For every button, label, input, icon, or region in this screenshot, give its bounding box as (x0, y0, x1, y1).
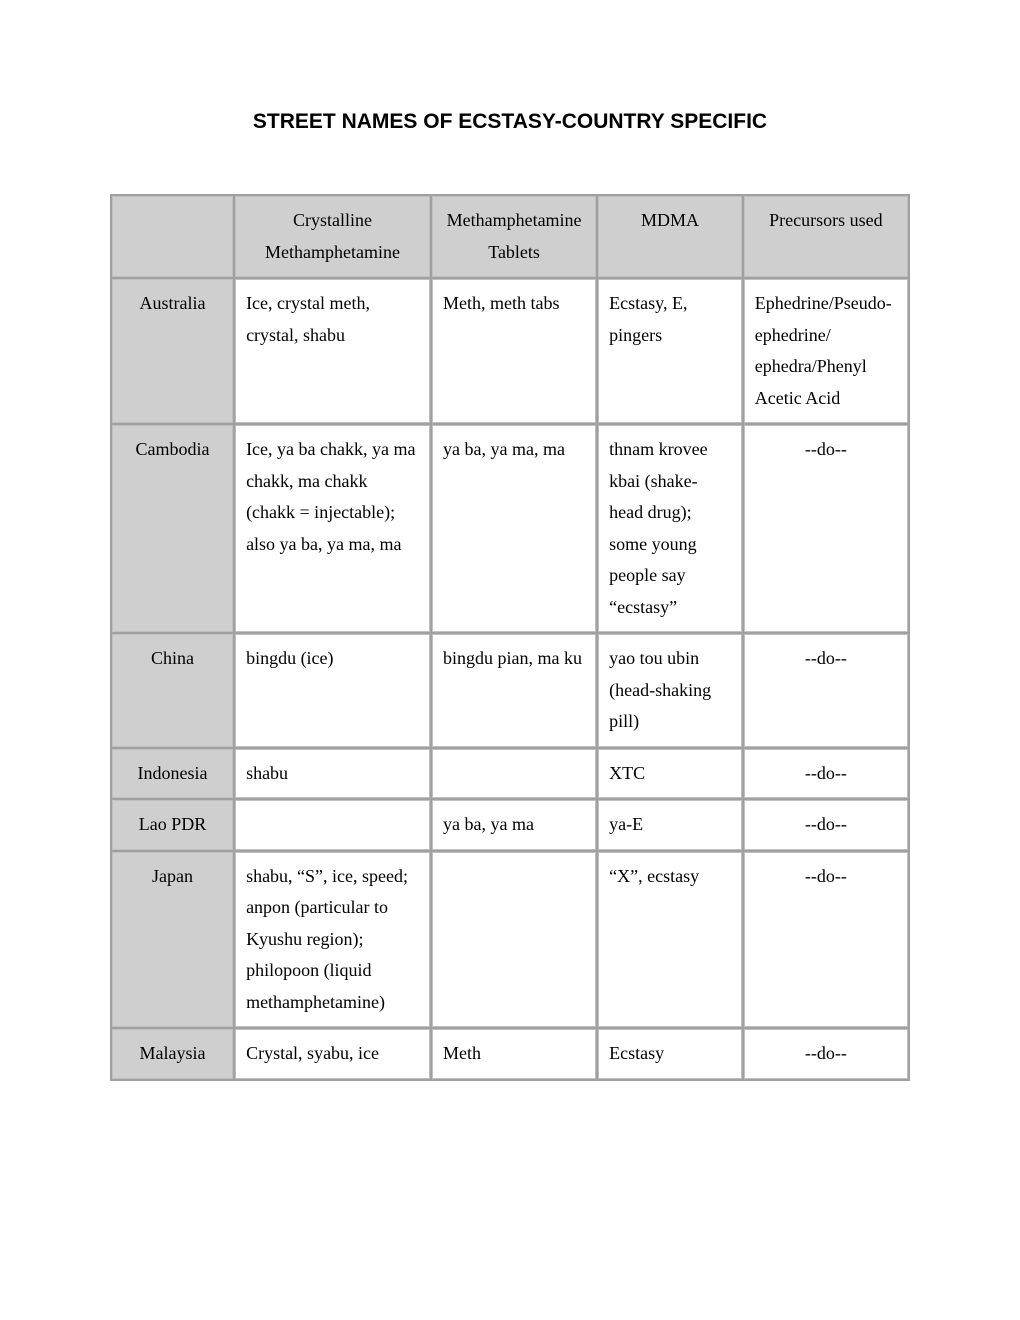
cell-tablets: Meth (432, 1029, 596, 1079)
cell-mdma: yao tou ubin (head-shaking pill) (598, 634, 742, 747)
cell-tablets: Meth, meth tabs (432, 279, 596, 423)
page-title: STREET NAMES OF ECSTASY-COUNTRY SPECIFIC (110, 110, 910, 134)
cell-precursors: Ephedrine/Pseudo-ephedrine/ ephedra/Phen… (744, 279, 908, 423)
cell-crystalline: shabu, “S”, ice, speed; anpon (particula… (235, 852, 430, 1028)
header-mdma: MDMA (598, 196, 742, 277)
table-row: Australia Ice, crystal meth, crystal, sh… (112, 279, 908, 423)
cell-tablets: ya ba, ya ma, ma (432, 425, 596, 632)
cell-crystalline (235, 800, 430, 850)
cell-precursors: --do-- (744, 749, 908, 799)
header-country (112, 196, 233, 277)
table-row: Malaysia Crystal, syabu, ice Meth Ecstas… (112, 1029, 908, 1079)
cell-country: Lao PDR (112, 800, 233, 850)
cell-precursors: --do-- (744, 425, 908, 632)
table-row: Lao PDR ya ba, ya ma ya-E --do-- (112, 800, 908, 850)
cell-tablets: bingdu pian, ma ku (432, 634, 596, 747)
cell-mdma: “X”, ecstasy (598, 852, 742, 1028)
cell-crystalline: bingdu (ice) (235, 634, 430, 747)
cell-crystalline: shabu (235, 749, 430, 799)
cell-tablets (432, 852, 596, 1028)
table-row: China bingdu (ice) bingdu pian, ma ku ya… (112, 634, 908, 747)
cell-precursors: --do-- (744, 634, 908, 747)
cell-country: Japan (112, 852, 233, 1028)
table-row: Japan shabu, “S”, ice, speed; anpon (par… (112, 852, 908, 1028)
cell-country: Australia (112, 279, 233, 423)
cell-country: China (112, 634, 233, 747)
header-precursors: Precursors used (744, 196, 908, 277)
cell-mdma: thnam krovee kbai (shake-head drug); som… (598, 425, 742, 632)
header-tablets: Methamphetamine Tablets (432, 196, 596, 277)
cell-precursors: --do-- (744, 1029, 908, 1079)
cell-tablets: ya ba, ya ma (432, 800, 596, 850)
cell-mdma: Ecstasy (598, 1029, 742, 1079)
cell-country: Indonesia (112, 749, 233, 799)
cell-mdma: XTC (598, 749, 742, 799)
cell-tablets (432, 749, 596, 799)
street-names-table: Crystalline Methamphetamine Methamphetam… (110, 194, 910, 1081)
table-body: Australia Ice, crystal meth, crystal, sh… (112, 279, 908, 1079)
cell-precursors: --do-- (744, 800, 908, 850)
cell-crystalline: Crystal, syabu, ice (235, 1029, 430, 1079)
cell-crystalline: Ice, ya ba chakk, ya machakk, ma chakk (… (235, 425, 430, 632)
header-crystalline: Crystalline Methamphetamine (235, 196, 430, 277)
cell-crystalline: Ice, crystal meth, crystal, shabu (235, 279, 430, 423)
cell-country: Cambodia (112, 425, 233, 632)
cell-mdma: ya-E (598, 800, 742, 850)
table-row: Indonesia shabu XTC --do-- (112, 749, 908, 799)
table-header-row: Crystalline Methamphetamine Methamphetam… (112, 196, 908, 277)
cell-precursors: --do-- (744, 852, 908, 1028)
cell-mdma: Ecstasy, E, pingers (598, 279, 742, 423)
table-row: Cambodia Ice, ya ba chakk, ya machakk, m… (112, 425, 908, 632)
cell-country: Malaysia (112, 1029, 233, 1079)
